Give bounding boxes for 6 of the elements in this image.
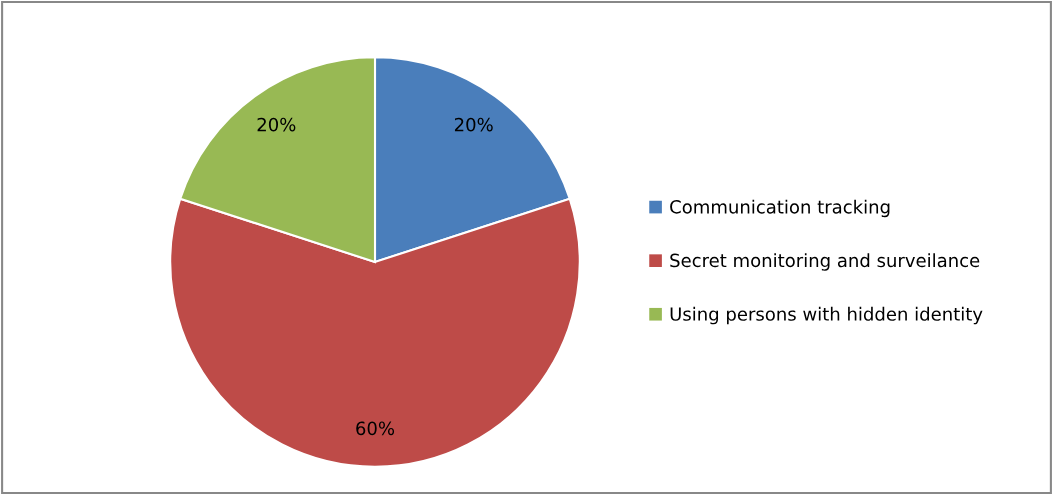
data-label: 20%	[257, 117, 296, 132]
legend-label: Communication tracking	[670, 199, 890, 218]
data-label: 60%	[356, 421, 395, 436]
legend-label: Using persons with hidden identity	[670, 306, 983, 325]
legend-label: Secret monitoring and surveilance	[670, 253, 980, 271]
data-label: 20%	[454, 117, 493, 132]
